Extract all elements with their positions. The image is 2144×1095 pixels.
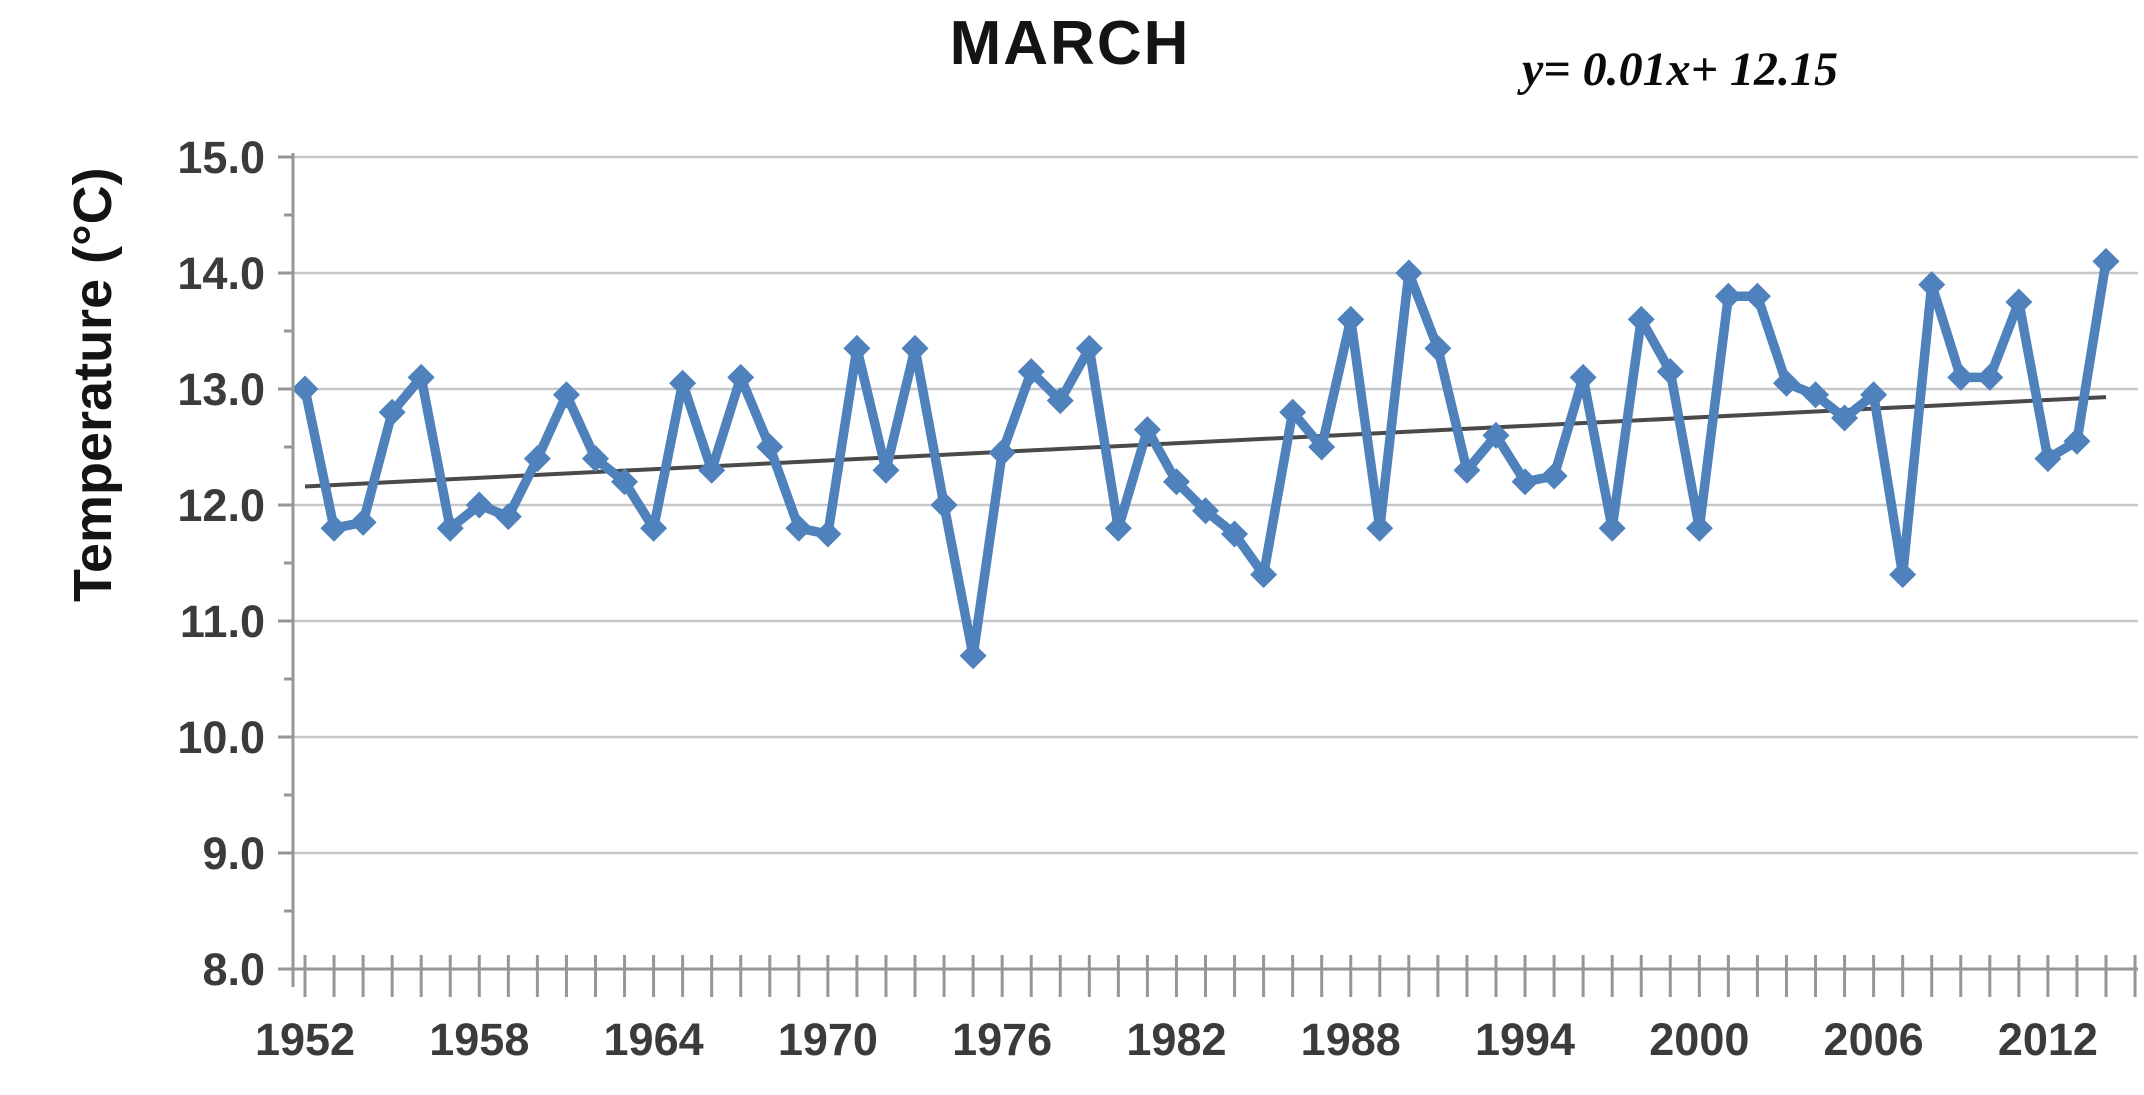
- data-point-marker: [1308, 433, 1336, 461]
- x-tick-label: 1988: [1301, 1014, 1401, 1065]
- y-tick-label: 14.0: [177, 248, 265, 299]
- y-tick-label: 10.0: [177, 712, 265, 763]
- data-point-marker: [611, 468, 639, 496]
- data-point-marker: [1627, 305, 1655, 333]
- data-point-marker: [1366, 514, 1394, 542]
- data-point-marker: [1075, 334, 1103, 362]
- data-point-marker: [436, 514, 464, 542]
- y-tick-label: 15.0: [177, 132, 265, 183]
- data-point-marker: [814, 520, 842, 548]
- data-point-marker: [988, 439, 1016, 467]
- x-tick-label: 1994: [1475, 1014, 1575, 1065]
- data-point-marker: [2092, 247, 2120, 275]
- data-point-marker: [727, 363, 755, 391]
- data-point-marker: [1947, 363, 1975, 391]
- data-point-marker: [669, 369, 697, 397]
- data-point-marker: [872, 456, 900, 484]
- data-point-marker: [1453, 456, 1481, 484]
- data-point-marker: [1976, 363, 2004, 391]
- y-axis-title: Temperature (°C): [63, 167, 123, 602]
- data-point-marker: [2034, 445, 2062, 473]
- y-tick-label: 8.0: [202, 944, 265, 995]
- data-point-marker: [1569, 363, 1597, 391]
- data-point-marker: [1540, 462, 1568, 490]
- data-point-marker: [1162, 468, 1190, 496]
- data-point-marker: [494, 503, 522, 531]
- data-point-marker: [1714, 282, 1742, 310]
- data-point-marker: [1831, 404, 1859, 432]
- data-point-marker: [349, 508, 377, 536]
- y-tick-label: 9.0: [202, 828, 265, 879]
- data-point-marker: [407, 363, 435, 391]
- trendline-equation: y= 0.01x+ 12.15: [1521, 43, 1839, 96]
- y-tick-label: 12.0: [177, 480, 265, 531]
- data-point-marker: [640, 514, 668, 542]
- chart-title: MARCH: [949, 9, 1191, 78]
- y-tick-label: 11.0: [180, 596, 265, 647]
- data-point-marker: [1337, 305, 1365, 333]
- data-point-marker: [959, 642, 987, 670]
- data-point-marker: [1482, 421, 1510, 449]
- data-point-marker: [1424, 334, 1452, 362]
- data-point-marker: [756, 433, 784, 461]
- data-point-marker: [1250, 561, 1278, 589]
- data-point-marker: [1860, 381, 1888, 409]
- x-tick-label: 2006: [1824, 1014, 1924, 1065]
- x-tick-label: 1952: [255, 1014, 355, 1065]
- data-point-marker: [1656, 358, 1684, 386]
- data-point-marker: [1802, 381, 1830, 409]
- data-point-marker: [2063, 427, 2091, 455]
- data-point-marker: [291, 375, 319, 403]
- data-point-marker: [785, 514, 813, 542]
- data-point-marker: [378, 398, 406, 426]
- x-tick-label: 1982: [1126, 1014, 1226, 1065]
- data-point-marker: [843, 334, 871, 362]
- data-point-marker: [1104, 514, 1132, 542]
- data-point-marker: [930, 491, 958, 519]
- x-tick-label: 2000: [1649, 1014, 1749, 1065]
- data-point-marker: [698, 456, 726, 484]
- data-point-marker: [552, 381, 580, 409]
- data-point-marker: [1221, 520, 1249, 548]
- data-point-marker: [1743, 282, 1771, 310]
- data-point-marker: [320, 514, 348, 542]
- x-tick-label: 2012: [1998, 1014, 2098, 1065]
- data-point-marker: [1511, 468, 1539, 496]
- data-point-marker: [1133, 416, 1161, 444]
- data-point-marker: [1017, 358, 1045, 386]
- data-point-marker: [1046, 387, 1074, 415]
- x-tick-label: 1958: [429, 1014, 529, 1065]
- x-tick-label: 1970: [778, 1014, 878, 1065]
- data-point-marker: [1918, 271, 1946, 299]
- data-point-marker: [1772, 369, 1800, 397]
- data-point-marker: [1889, 561, 1917, 589]
- data-point-marker: [1685, 514, 1713, 542]
- data-point-marker: [465, 491, 493, 519]
- temperature-series-line: [300, 256, 2111, 661]
- data-point-marker: [901, 334, 929, 362]
- x-tick-label: 1976: [952, 1014, 1052, 1065]
- data-point-marker: [581, 445, 609, 473]
- y-tick-label: 13.0: [177, 364, 265, 415]
- data-point-marker: [523, 445, 551, 473]
- data-point-marker: [1598, 514, 1626, 542]
- data-point-marker: [1279, 398, 1307, 426]
- data-point-marker: [2005, 288, 2033, 316]
- x-tick-label: 1964: [604, 1014, 704, 1065]
- data-point-marker: [1192, 497, 1219, 525]
- data-point-marker: [1395, 259, 1423, 287]
